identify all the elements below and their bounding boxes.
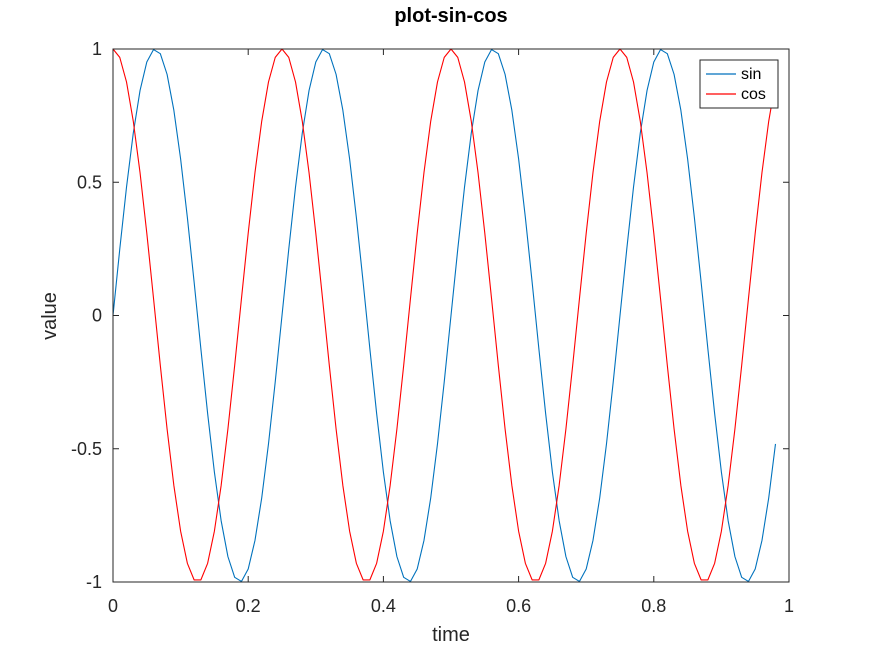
x-tick-label: 0.4 (371, 596, 396, 616)
series-line-sin (112, 48, 777, 583)
legend-label-sin: sin (741, 66, 761, 83)
x-tick-label: 0 (108, 596, 118, 616)
legend-box (699, 59, 779, 109)
x-axis-label: time (432, 624, 470, 646)
plot-area: 0 0.2 0.4 0.6 0.8 1 -1 -0.5 0 0.5 1 (71, 39, 794, 616)
y-axis-label: value (39, 292, 61, 340)
x-tick-label: 0.8 (641, 596, 666, 616)
legend: sin cos (699, 59, 779, 109)
y-tick-label: -0.5 (71, 439, 102, 459)
y-tick-label: 0 (92, 306, 102, 326)
x-tick-label: 0.6 (506, 596, 531, 616)
x-tick-label: 1 (784, 596, 794, 616)
series-line-cos (112, 48, 777, 581)
y-tick-label: 1 (92, 39, 102, 59)
legend-label-cos: cos (741, 86, 766, 103)
chart-title: plot-sin-cos (394, 5, 507, 27)
y-tick-label: 0.5 (77, 172, 102, 192)
x-tick-label: 0.2 (236, 596, 261, 616)
y-tick-label: -1 (86, 572, 102, 592)
